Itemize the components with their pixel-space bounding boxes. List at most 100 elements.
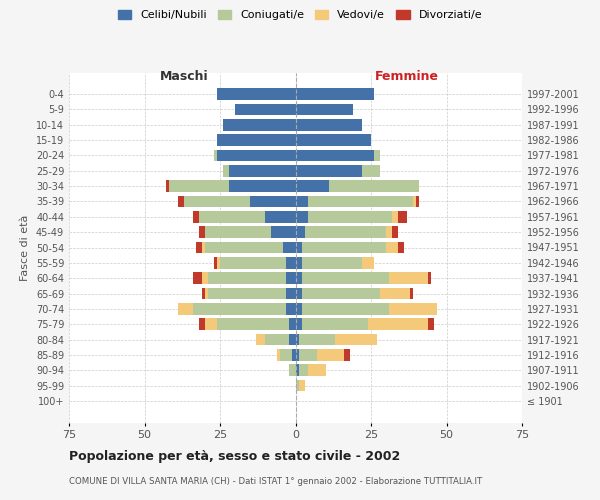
Bar	[289, 364, 296, 376]
Bar	[308, 211, 392, 222]
Bar	[217, 150, 296, 161]
Bar	[296, 334, 299, 345]
Bar	[208, 272, 286, 284]
Bar	[329, 180, 419, 192]
Bar	[178, 303, 193, 314]
Bar	[392, 211, 398, 222]
Bar	[217, 134, 296, 146]
Bar	[296, 272, 302, 284]
Bar	[199, 226, 205, 238]
Bar	[299, 334, 335, 345]
Bar	[308, 196, 413, 207]
Bar	[302, 257, 362, 268]
Bar	[299, 349, 317, 360]
Bar	[380, 288, 410, 300]
Bar	[286, 288, 296, 300]
Bar	[410, 288, 413, 300]
Bar	[214, 150, 217, 161]
Bar	[305, 226, 386, 238]
Bar	[220, 257, 286, 268]
Bar	[296, 349, 299, 360]
Bar	[299, 364, 308, 376]
Bar	[280, 349, 292, 360]
Bar	[362, 165, 380, 176]
Bar	[169, 180, 229, 192]
Bar	[199, 318, 205, 330]
Bar	[296, 257, 302, 268]
Bar	[344, 349, 350, 360]
Bar	[235, 104, 296, 115]
Bar	[214, 257, 217, 268]
Bar	[229, 180, 296, 192]
Bar	[392, 226, 398, 238]
Bar	[296, 318, 302, 330]
Bar	[196, 242, 202, 254]
Bar	[265, 211, 296, 222]
Bar	[271, 226, 296, 238]
Bar	[202, 242, 205, 254]
Bar	[296, 211, 308, 222]
Bar	[296, 380, 299, 392]
Bar	[296, 242, 302, 254]
Bar	[296, 104, 353, 115]
Bar	[286, 272, 296, 284]
Bar	[223, 119, 296, 130]
Bar	[205, 242, 283, 254]
Bar	[296, 150, 374, 161]
Text: Popolazione per età, sesso e stato civile - 2002: Popolazione per età, sesso e stato civil…	[69, 450, 400, 463]
Bar	[398, 242, 404, 254]
Bar	[265, 334, 289, 345]
Bar	[302, 318, 368, 330]
Bar	[217, 257, 220, 268]
Bar	[368, 318, 428, 330]
Bar	[277, 349, 280, 360]
Bar	[217, 88, 296, 100]
Bar	[199, 211, 265, 222]
Bar	[386, 226, 392, 238]
Bar	[229, 165, 296, 176]
Bar	[205, 318, 217, 330]
Bar	[292, 349, 296, 360]
Bar	[296, 119, 362, 130]
Bar	[416, 196, 419, 207]
Bar	[205, 288, 208, 300]
Bar	[302, 242, 386, 254]
Bar	[193, 303, 286, 314]
Bar	[302, 303, 389, 314]
Bar	[362, 257, 374, 268]
Text: COMUNE DI VILLA SANTA MARIA (CH) - Dati ISTAT 1° gennaio 2002 - Elaborazione TUT: COMUNE DI VILLA SANTA MARIA (CH) - Dati …	[69, 478, 482, 486]
Bar	[283, 242, 296, 254]
Bar	[296, 288, 302, 300]
Bar	[389, 303, 437, 314]
Bar	[296, 226, 305, 238]
Bar	[299, 380, 305, 392]
Bar	[223, 165, 229, 176]
Bar	[256, 334, 265, 345]
Bar	[202, 288, 205, 300]
Bar	[193, 211, 199, 222]
Legend: Celibi/Nubili, Coniugati/e, Vedovi/e, Divorziati/e: Celibi/Nubili, Coniugati/e, Vedovi/e, Di…	[113, 6, 487, 25]
Bar	[428, 318, 434, 330]
Bar	[202, 272, 208, 284]
Bar	[302, 288, 380, 300]
Bar	[386, 242, 398, 254]
Bar	[428, 272, 431, 284]
Bar	[286, 303, 296, 314]
Bar	[296, 134, 371, 146]
Text: Maschi: Maschi	[160, 70, 208, 84]
Bar	[374, 150, 380, 161]
Bar	[208, 288, 286, 300]
Bar	[296, 364, 299, 376]
Bar	[296, 165, 362, 176]
Bar	[296, 180, 329, 192]
Bar	[178, 196, 184, 207]
Bar	[286, 257, 296, 268]
Bar	[398, 211, 407, 222]
Bar	[217, 318, 289, 330]
Bar	[335, 334, 377, 345]
Bar	[296, 303, 302, 314]
Bar	[413, 196, 416, 207]
Text: Femmine: Femmine	[375, 70, 439, 84]
Bar	[389, 272, 428, 284]
Bar	[250, 196, 296, 207]
